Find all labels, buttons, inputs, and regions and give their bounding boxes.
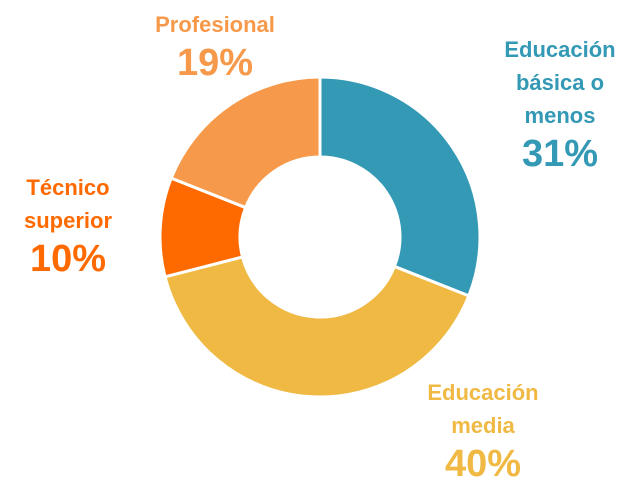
donut-slice: [169, 75, 322, 210]
slice-label: Educación básica o menos 31%: [490, 33, 630, 176]
value-label: 19%: [176, 42, 254, 84]
value-label: 40%: [444, 443, 522, 485]
category-name: Profesional: [155, 12, 275, 37]
donut-slice: [318, 75, 482, 298]
category-name: Educación básica o menos: [504, 37, 616, 128]
category-name: Educación media: [427, 380, 539, 438]
slice-label: Educación media 40%: [403, 376, 563, 486]
slice-label: Técnico superior 10%: [8, 171, 128, 281]
value-label: 31%: [521, 133, 599, 175]
donut-slice: [163, 255, 471, 399]
slice-label: Profesional 19%: [115, 8, 315, 85]
value-label: 10%: [29, 238, 107, 280]
category-name: Técnico superior: [23, 175, 113, 233]
